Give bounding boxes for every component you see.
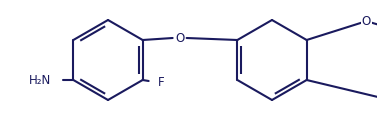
Text: F: F xyxy=(158,77,164,89)
Text: H₂N: H₂N xyxy=(29,73,51,86)
Text: O: O xyxy=(175,31,184,45)
Text: O: O xyxy=(362,15,371,28)
